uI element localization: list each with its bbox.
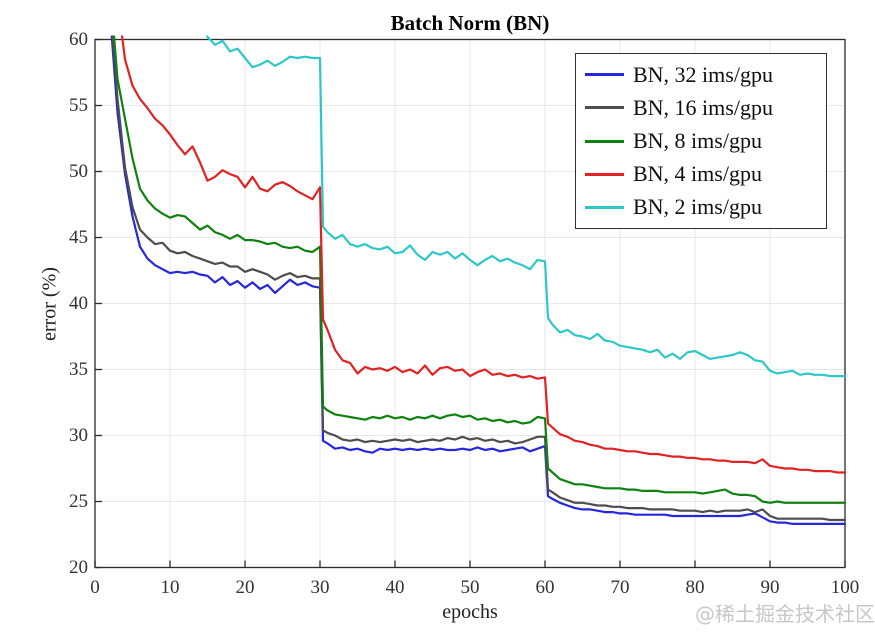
y-tick-label: 45 [69, 226, 88, 248]
y-tick-label: 25 [69, 490, 88, 512]
x-tick-label: 80 [685, 577, 705, 598]
legend-label: BN, 32 ims/gpu [633, 61, 773, 87]
legend-line-swatch [585, 205, 624, 209]
y-tick-label: 55 [69, 94, 88, 116]
legend-entry: BN, 4 ims/gpu [576, 158, 826, 191]
legend-entry: BN, 8 ims/gpu [576, 124, 826, 157]
y-tick-label: 60 [69, 28, 88, 50]
legend-line-swatch [585, 73, 624, 77]
legend: BN, 32 ims/gpu BN, 16 ims/gpu BN, 8 ims/gp… [575, 53, 827, 229]
x-tick-label: 40 [385, 577, 405, 598]
legend-line-swatch [585, 172, 624, 176]
x-tick-label: 10 [160, 577, 180, 598]
series-line-bn-2-ims-gpu [205, 35, 846, 378]
legend-line-swatch [585, 106, 624, 110]
chart-title: Batch Norm (BN) [390, 11, 550, 35]
x-tick-label: 90 [760, 577, 780, 598]
legend-entry: BN, 16 ims/gpu [576, 91, 826, 124]
legend-entry: BN, 32 ims/gpu [576, 58, 826, 91]
legend-line-swatch [585, 139, 624, 143]
x-tick-label: 20 [235, 577, 255, 598]
legend-entry: BN, 2 ims/gpu [576, 191, 826, 224]
x-tick-label: 100 [830, 577, 860, 598]
y-tick-label: 30 [69, 424, 88, 446]
x-tick-label: 0 [90, 577, 100, 598]
legend-label: BN, 2 ims/gpu [633, 194, 762, 220]
series-line-bn-16-ims-gpu [111, 35, 846, 522]
x-tick-label: 50 [460, 577, 480, 598]
x-tick-label: 70 [610, 577, 630, 598]
series-line-bn-4-ims-gpu [120, 35, 846, 474]
x-axis-label: epochs [442, 601, 498, 623]
watermark: @稀土掘金技术社区 [695, 602, 875, 626]
x-tick-label: 30 [310, 577, 330, 598]
y-tick-label: 50 [69, 160, 88, 182]
legend-label: BN, 16 ims/gpu [633, 94, 773, 120]
y-tick-label: 40 [69, 292, 88, 314]
series-line-bn-32-ims-gpu [110, 35, 846, 526]
legend-label: BN, 8 ims/gpu [633, 128, 762, 153]
x-tick-label: 60 [535, 577, 555, 598]
legend-label: BN, 4 ims/gpu [633, 161, 762, 187]
y-tick-label: 35 [69, 358, 88, 380]
y-tick-label: 20 [69, 556, 88, 578]
series-line-bn-8-ims-gpu [112, 35, 846, 504]
